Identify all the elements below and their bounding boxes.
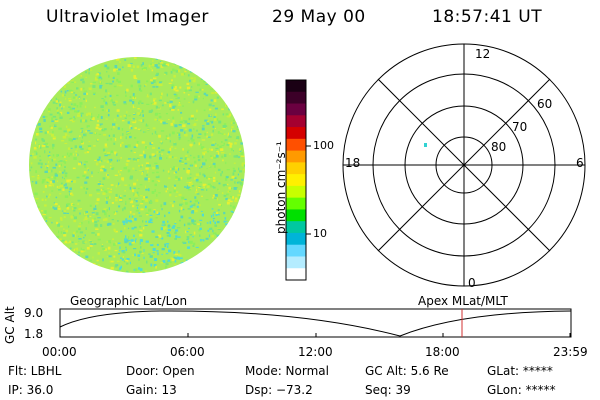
polar-diagonal-2 [377, 78, 551, 252]
colorbar-label-10: 10 [313, 227, 327, 240]
colorbar-swatch [286, 80, 306, 93]
seq-info: Seq: 39 [365, 383, 411, 397]
colorbar-swatch [286, 138, 306, 152]
colorbar-swatch [286, 256, 306, 269]
xtick-0000: 00:00 [42, 345, 77, 359]
door-info: Door: Open [126, 364, 195, 378]
mlat-label-80: 80 [491, 140, 507, 154]
colorbar-swatch [286, 174, 306, 187]
colorbar-swatch [286, 115, 306, 128]
xtick-2359: 23:59 [553, 345, 588, 359]
glat-info: GLat: ***** [487, 364, 553, 378]
colorbar-swatch [286, 150, 306, 163]
uv-image-disk [29, 57, 245, 273]
apex-title: Apex MLat/MLT [418, 294, 508, 308]
colorbar-swatch [286, 268, 306, 281]
mlat-label-60: 60 [537, 97, 553, 111]
xtick-1800: 18:00 [425, 345, 460, 359]
xtick-1200: 12:00 [298, 345, 333, 359]
mlt-label-6: 6 [576, 156, 584, 170]
colorbar-swatch [286, 232, 306, 246]
filter-info: Flt: LBHL [8, 364, 62, 378]
colorbar-swatch [286, 91, 306, 105]
dsp-info: Dsp: −73.2 [245, 383, 313, 397]
colorbar-swatch [286, 127, 306, 140]
colorbar-swatch [286, 209, 306, 222]
colorbar-swatch [286, 162, 306, 175]
mode-info: Mode: Normal [245, 364, 329, 378]
time-label: 18:57:41 UT [432, 7, 543, 27]
glon-info: GLon: ***** [487, 383, 556, 397]
timeline-ymax: 9.0 [24, 306, 44, 320]
xtick-0600: 06:00 [170, 345, 205, 359]
colorbar-swatch [286, 221, 306, 234]
polar-data-spot [424, 143, 427, 147]
date-label: 29 May 00 [272, 7, 366, 27]
colorbar-label-100: 100 [313, 139, 334, 152]
instrument-title: Ultraviolet Imager [46, 7, 209, 27]
timeline-ymin: 1.8 [24, 327, 44, 341]
colorbar-frame [285, 79, 307, 281]
mlt-label-12: 12 [475, 47, 491, 61]
colorbar-swatch [286, 244, 306, 257]
gc-alt-curve [59, 310, 572, 337]
gain-info: Gain: 13 [126, 383, 177, 397]
geographic-title: Geographic Lat/Lon [70, 294, 188, 308]
colorbar-swatch [286, 197, 306, 210]
colorbar-swatch [286, 103, 306, 116]
timeline-frame [59, 308, 572, 338]
mlat-label-70: 70 [512, 120, 528, 134]
colorbar-swatches [286, 80, 306, 281]
gc-alt-info: GC Alt: 5.6 Re [365, 364, 449, 378]
colorbar-swatch [286, 185, 306, 199]
ip-info: IP: 36.0 [8, 383, 54, 397]
mlt-label-18: 18 [345, 156, 361, 170]
mlt-label-0: 0 [468, 276, 476, 290]
